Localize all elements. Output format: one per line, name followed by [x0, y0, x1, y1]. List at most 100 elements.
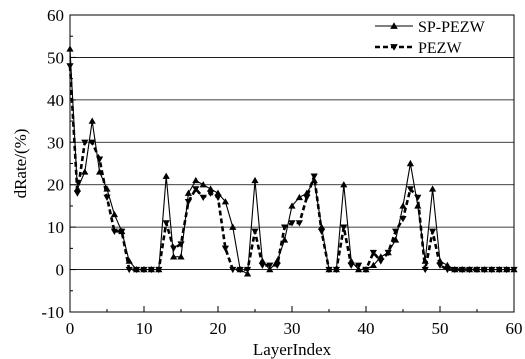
data-point — [96, 156, 104, 163]
y-tick-label: 20 — [47, 176, 64, 195]
data-point — [451, 266, 459, 274]
data-point — [118, 228, 126, 235]
data-point — [488, 266, 496, 274]
data-point — [325, 266, 333, 274]
data-point — [436, 262, 444, 269]
series-line — [69, 48, 514, 275]
data-point — [140, 266, 148, 274]
data-point — [288, 220, 296, 227]
data-point — [244, 270, 252, 277]
data-point — [377, 258, 385, 265]
data-point — [88, 117, 96, 124]
data-point — [355, 265, 363, 273]
data-point — [162, 220, 170, 227]
data-point — [399, 202, 407, 209]
series-line — [68, 65, 514, 272]
data-point — [221, 198, 229, 205]
data-point — [266, 262, 274, 269]
legend-label: SP-PEZW — [418, 19, 486, 36]
data-point — [406, 186, 414, 193]
legend: SP-PEZW PEZW — [375, 19, 486, 57]
data-point — [303, 194, 311, 202]
data-point — [258, 262, 266, 269]
data-point — [73, 190, 81, 197]
data-point — [480, 266, 488, 274]
y-tick-label: -10 — [41, 303, 64, 322]
data-point — [133, 266, 141, 274]
data-point — [214, 194, 222, 202]
data-point — [429, 185, 437, 192]
data-point — [125, 257, 133, 264]
data-point — [125, 266, 133, 274]
y-tick-label: 10 — [47, 218, 64, 237]
data-point — [177, 253, 185, 260]
series-layer — [66, 45, 518, 277]
data-point — [147, 266, 155, 274]
x-tick-label: 60 — [506, 319, 523, 338]
data-point — [443, 261, 451, 269]
x-tick-label: 0 — [66, 319, 75, 338]
data-point — [207, 185, 215, 192]
x-tick-label: 10 — [136, 319, 153, 338]
data-point — [251, 176, 259, 184]
data-point — [466, 266, 474, 274]
data-point — [155, 266, 163, 274]
data-point — [332, 266, 340, 274]
data-point — [229, 266, 237, 274]
data-point — [81, 168, 89, 175]
data-point — [214, 189, 222, 196]
data-point — [221, 245, 229, 252]
data-point — [392, 236, 400, 243]
data-point — [473, 266, 481, 274]
data-point — [170, 253, 178, 260]
data-point — [207, 190, 215, 197]
data-point — [318, 223, 326, 230]
legend-marker — [390, 22, 398, 29]
data-point — [229, 223, 237, 230]
data-point — [503, 266, 511, 274]
data-point — [340, 224, 348, 231]
data-point — [369, 261, 377, 269]
data-point — [362, 266, 370, 274]
legend-label: PEZW — [418, 40, 462, 57]
data-point — [199, 181, 207, 188]
series-sp-pezw — [66, 45, 518, 277]
data-point — [244, 266, 252, 274]
data-point — [295, 220, 303, 227]
data-point — [429, 228, 437, 235]
x-axis-label: LayerIndex — [253, 340, 332, 359]
data-point — [458, 266, 466, 274]
data-point — [273, 262, 281, 269]
y-tick-label: 30 — [47, 133, 64, 152]
data-point — [392, 228, 400, 235]
data-point — [103, 194, 111, 202]
data-point — [384, 249, 392, 257]
data-point — [369, 249, 377, 257]
data-point — [110, 228, 118, 235]
data-point — [192, 176, 200, 184]
x-tick-label: 50 — [432, 319, 449, 338]
data-point — [295, 193, 303, 201]
legend-marker — [390, 44, 398, 51]
x-tick-label: 20 — [210, 319, 227, 338]
data-point — [162, 172, 170, 179]
data-point — [110, 210, 118, 218]
data-point — [310, 173, 318, 180]
x-tick-label: 40 — [358, 319, 375, 338]
data-point — [281, 224, 289, 231]
data-point — [184, 189, 192, 196]
data-point — [184, 198, 192, 206]
data-point — [340, 181, 348, 188]
data-point — [236, 266, 244, 274]
data-point — [192, 186, 200, 193]
y-tick-label: 60 — [47, 6, 64, 25]
data-point — [81, 139, 89, 146]
data-point — [170, 245, 178, 252]
x-tick-label: 30 — [284, 319, 301, 338]
y-axis-label: dRate/(%) — [11, 129, 30, 199]
y-tick-label: 0 — [56, 261, 65, 280]
data-point — [495, 266, 503, 274]
data-point — [406, 159, 414, 167]
